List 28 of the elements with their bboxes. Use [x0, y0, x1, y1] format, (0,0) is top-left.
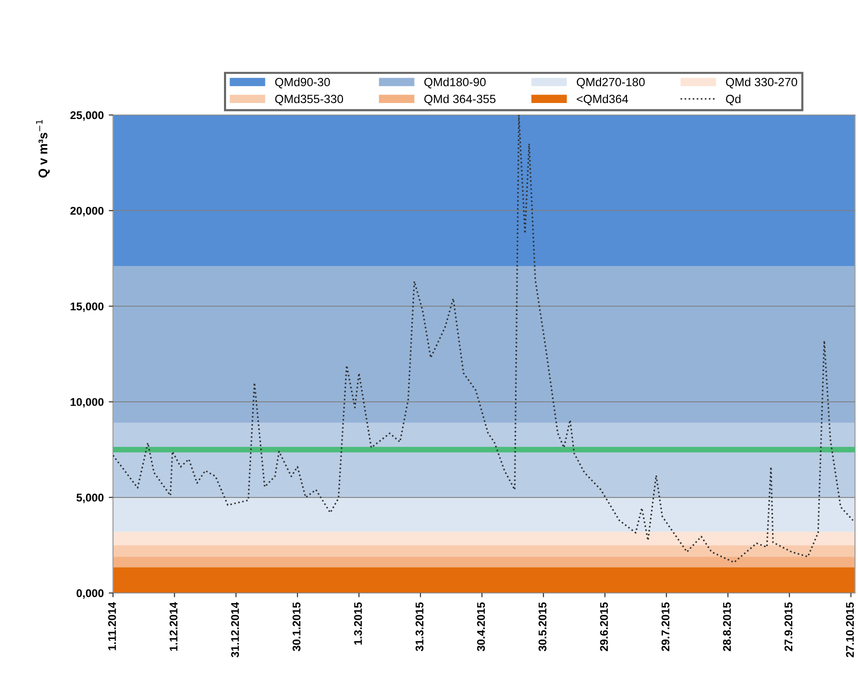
y-tick-label: 20,000 — [70, 206, 104, 216]
legend-label: QMd 364-355 — [424, 94, 496, 106]
x-tick-label: 27.9.2015 — [784, 602, 792, 652]
legend-label: QMd90-30 — [275, 78, 330, 88]
y-tick-label: 0,000 — [76, 589, 104, 599]
x-tick-label: 30.4.2015 — [477, 602, 485, 652]
legend-label: QMd355-330 — [275, 94, 344, 106]
legend-label: Qd — [726, 94, 740, 106]
x-tick-label: 1.3.2015 — [354, 602, 362, 645]
x-tick-label: 29.7.2015 — [662, 602, 670, 652]
x-tick-label: 1.12.2014 — [170, 602, 178, 651]
y-tick-label: 25,000 — [70, 111, 104, 121]
x-tick-label: 1.11.2014 — [108, 602, 116, 650]
x-tick-label: 31.3.2015 — [416, 602, 424, 652]
legend-label: QMd270-180 — [576, 78, 645, 88]
legend-label: <QMd364 — [576, 94, 628, 106]
x-tick-label: 30.5.2015 — [538, 602, 546, 652]
y-axis-title: Q v m³s$^{−1}$ — [36, 120, 50, 178]
legend-label: QMd180-90 — [424, 78, 486, 88]
y-tick-label: 10,000 — [70, 398, 104, 408]
x-tick-label: 31.12.2014 — [231, 602, 239, 658]
legend-label: QMd 330-270 — [726, 78, 798, 88]
x-tick-label: 29.6.2015 — [600, 602, 608, 652]
x-tick-label: 30.1.2015 — [292, 602, 300, 652]
y-tick-label: 5,000 — [76, 494, 104, 504]
y-tick-label: 15,000 — [70, 302, 104, 312]
x-tick-label: 27.10.2015 — [846, 602, 854, 658]
x-tick-label: 28.8.2015 — [723, 602, 731, 652]
